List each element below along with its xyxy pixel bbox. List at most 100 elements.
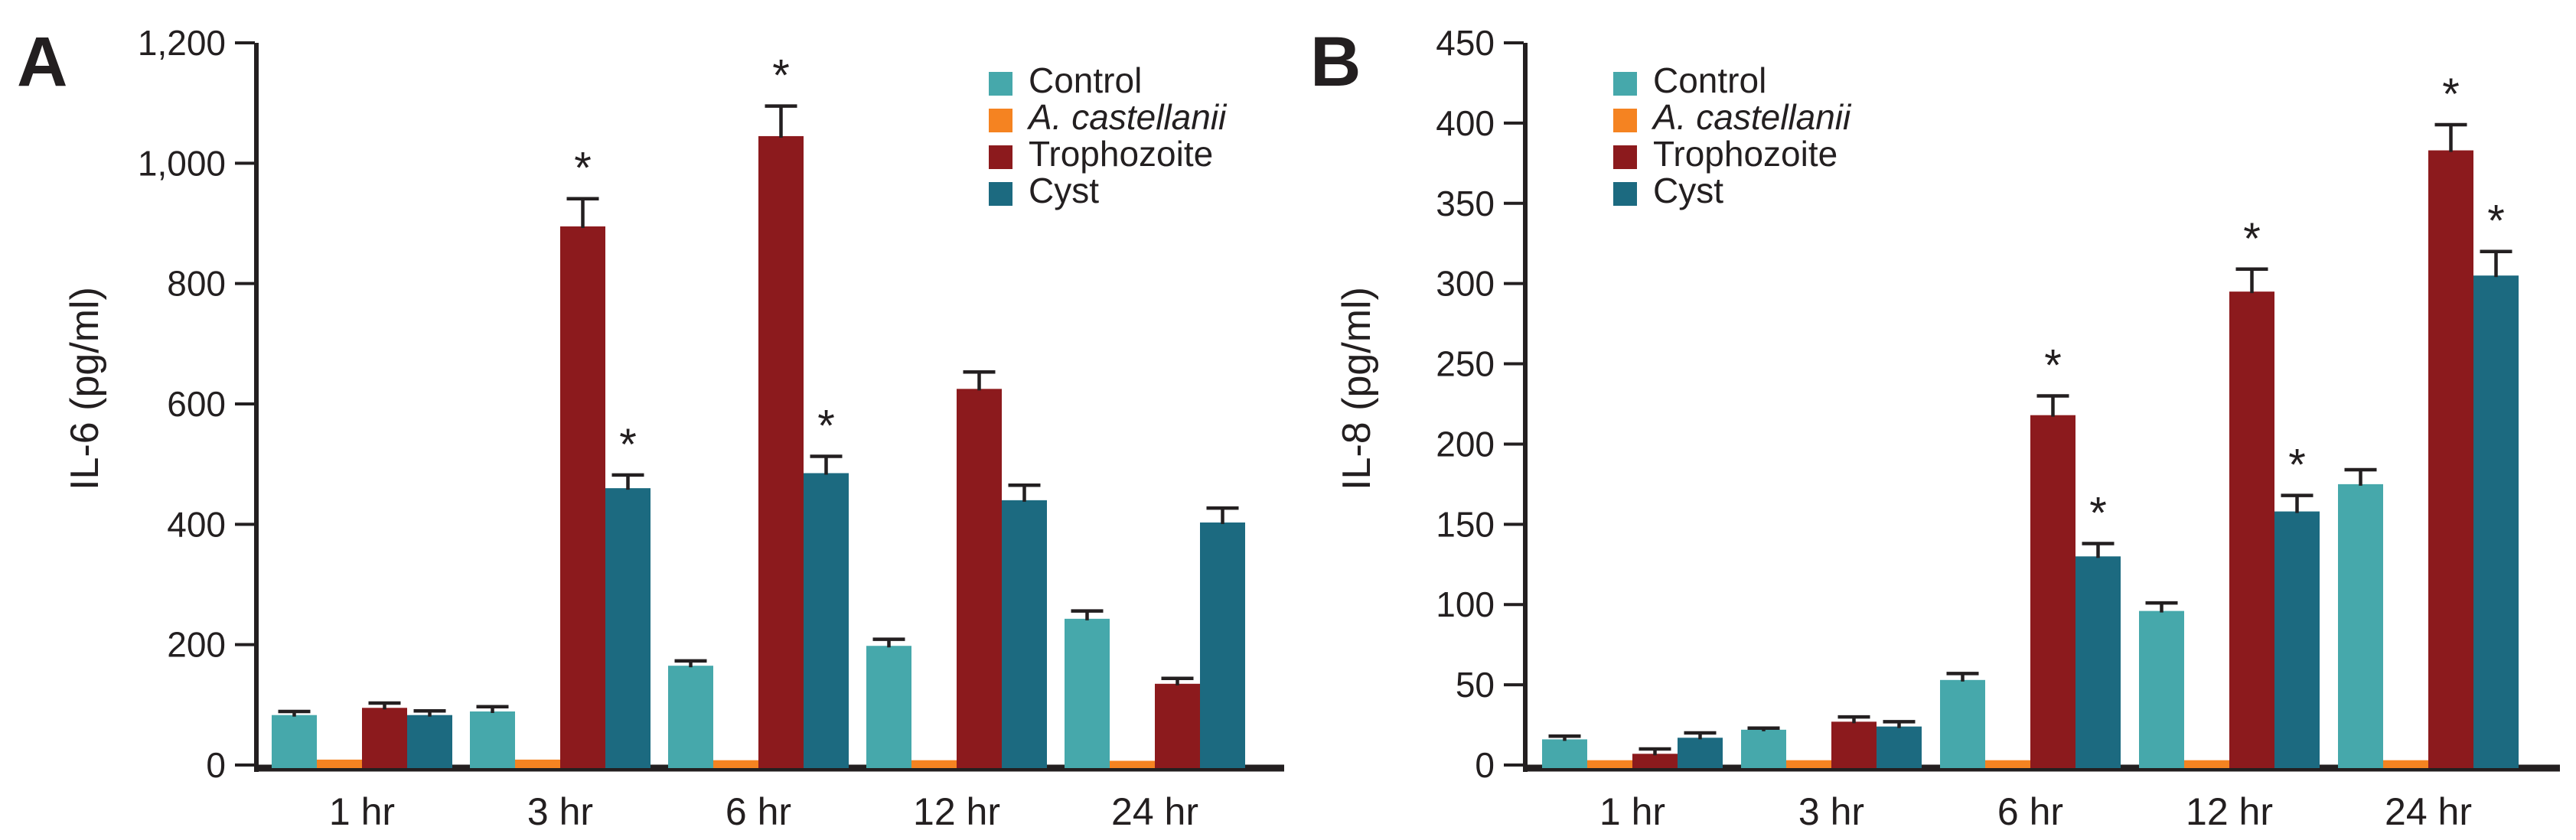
y-tick-label: 200 [1436,424,1495,464]
legend-label: Control [1029,60,1142,100]
legend-label: A. castellanii [1651,97,1852,137]
x-tick-label: 12 hr [2186,790,2273,833]
bar-control-1hr [272,715,317,768]
bar-trophozoite-12hr [957,389,1002,768]
legend-label: Cyst [1653,171,1723,210]
significance-star: * [772,51,790,101]
bar-control-12hr [2139,610,2184,768]
y-tick-label: 450 [1436,23,1495,63]
significance-star: * [619,420,637,470]
x-tick-label: 24 hr [1111,790,1198,833]
bar-a-castellanii-3hr [1786,760,1831,768]
y-tick-label: 150 [1436,504,1495,544]
legend-swatch [989,182,1012,206]
bar-control-24hr [2338,483,2383,768]
x-tick-label: 6 hr [1997,790,2063,833]
legend-swatch [1613,72,1637,96]
x-tick-label: 3 hr [1798,790,1864,833]
y-tick-label: 400 [167,504,226,544]
bar-a-castellanii-6hr [1985,760,2030,768]
bar-control-6hr [1940,679,1985,768]
y-tick-label: 100 [1436,584,1495,624]
bar-trophozoite-12hr [2229,291,2274,769]
bar-cyst-6hr [804,473,849,768]
bar-trophozoite-6hr [758,135,804,768]
bar-a-castellanii-1hr [1587,760,1632,768]
bar-cyst-1hr [1678,737,1723,768]
legend-swatch [1613,145,1637,169]
y-tick-label: 400 [1436,103,1495,143]
panel-a: A 0 200 400 600 800 1,000 1,200 IL-6 (pg/ml) 1 hr… [17,23,1284,833]
bar-control-6hr [668,666,713,768]
y-tick-label: 1,200 [138,23,226,63]
y-axis-title: IL-6 (pg/ml) [63,287,107,490]
legend-label: Control [1653,60,1766,100]
bar-cyst-1hr [407,715,452,768]
bar-control-3hr [470,711,515,768]
y-tick-label: 250 [1436,344,1495,384]
legend-label: Trophozoite [1029,134,1213,174]
legend-label: Trophozoite [1653,134,1837,174]
bar-cyst-12hr [1002,500,1047,768]
significance-star: * [817,401,835,451]
y-tick-label: 50 [1456,665,1495,705]
significance-star: * [2442,70,2460,119]
bar-cyst-12hr [2274,511,2320,768]
bar-cyst-6hr [2075,556,2121,768]
bar-control-24hr [1065,618,1110,768]
significance-star: * [2487,197,2505,246]
bar-a-castellanii-1hr [317,759,362,768]
bar-cyst-24hr [1200,522,1245,768]
panel-b: B 0 50 100 150 200 250 300 350 400 450 IL-8 (pg/ml)… [1310,23,2560,833]
bar-cyst-24hr [2473,275,2519,769]
legend-swatch [1613,109,1637,132]
bar-a-castellanii-12hr [2184,760,2229,768]
significance-star: * [2089,489,2107,539]
bar-control-1hr [1542,739,1587,768]
bar-control-12hr [866,646,911,768]
bar-a-castellanii-24hr [1110,760,1155,768]
bar-trophozoite-24hr [2428,150,2473,768]
bar-trophozoite-1hr [1632,754,1678,768]
legend-swatch [989,72,1012,96]
bar-control-3hr [1741,729,1786,768]
y-axis-title: IL-8 (pg/ml) [1335,287,1379,490]
bar-a-castellanii-12hr [911,760,957,768]
legend-swatch [989,145,1012,169]
x-tick-label: 24 hr [2385,790,2472,833]
x-tick-label: 3 hr [527,790,593,833]
legend-label: A. castellanii [1026,97,1228,137]
bar-trophozoite-3hr [560,226,605,768]
x-tick-label: 6 hr [726,790,791,833]
bar-trophozoite-6hr [2030,415,2075,768]
y-tick-label: 0 [206,745,226,785]
bar-trophozoite-3hr [1831,721,1877,768]
panel-letter: A [17,23,67,101]
y-tick-label: 0 [1475,745,1495,785]
bar-trophozoite-1hr [362,708,407,768]
significance-star: * [2044,341,2062,391]
legend-swatch [1613,182,1637,206]
significance-star: * [2288,441,2306,490]
bar-cyst-3hr [1877,726,1922,768]
bar-a-castellanii-3hr [515,759,560,768]
y-tick-label: 800 [167,264,226,304]
legend-label: Cyst [1029,171,1099,210]
y-tick-label: 600 [167,384,226,424]
y-tick-label: 350 [1436,184,1495,223]
x-tick-label: 12 hr [913,790,1000,833]
panel-letter: B [1310,23,1361,101]
legend-swatch [989,109,1012,132]
y-tick-label: 300 [1436,264,1495,304]
significance-star: * [574,144,592,194]
significance-star: * [2243,214,2261,264]
bar-trophozoite-24hr [1155,683,1200,768]
bar-cyst-3hr [605,488,651,768]
bar-a-castellanii-6hr [713,760,758,768]
bar-a-castellanii-24hr [2383,760,2428,768]
x-tick-label: 1 hr [1599,790,1665,833]
